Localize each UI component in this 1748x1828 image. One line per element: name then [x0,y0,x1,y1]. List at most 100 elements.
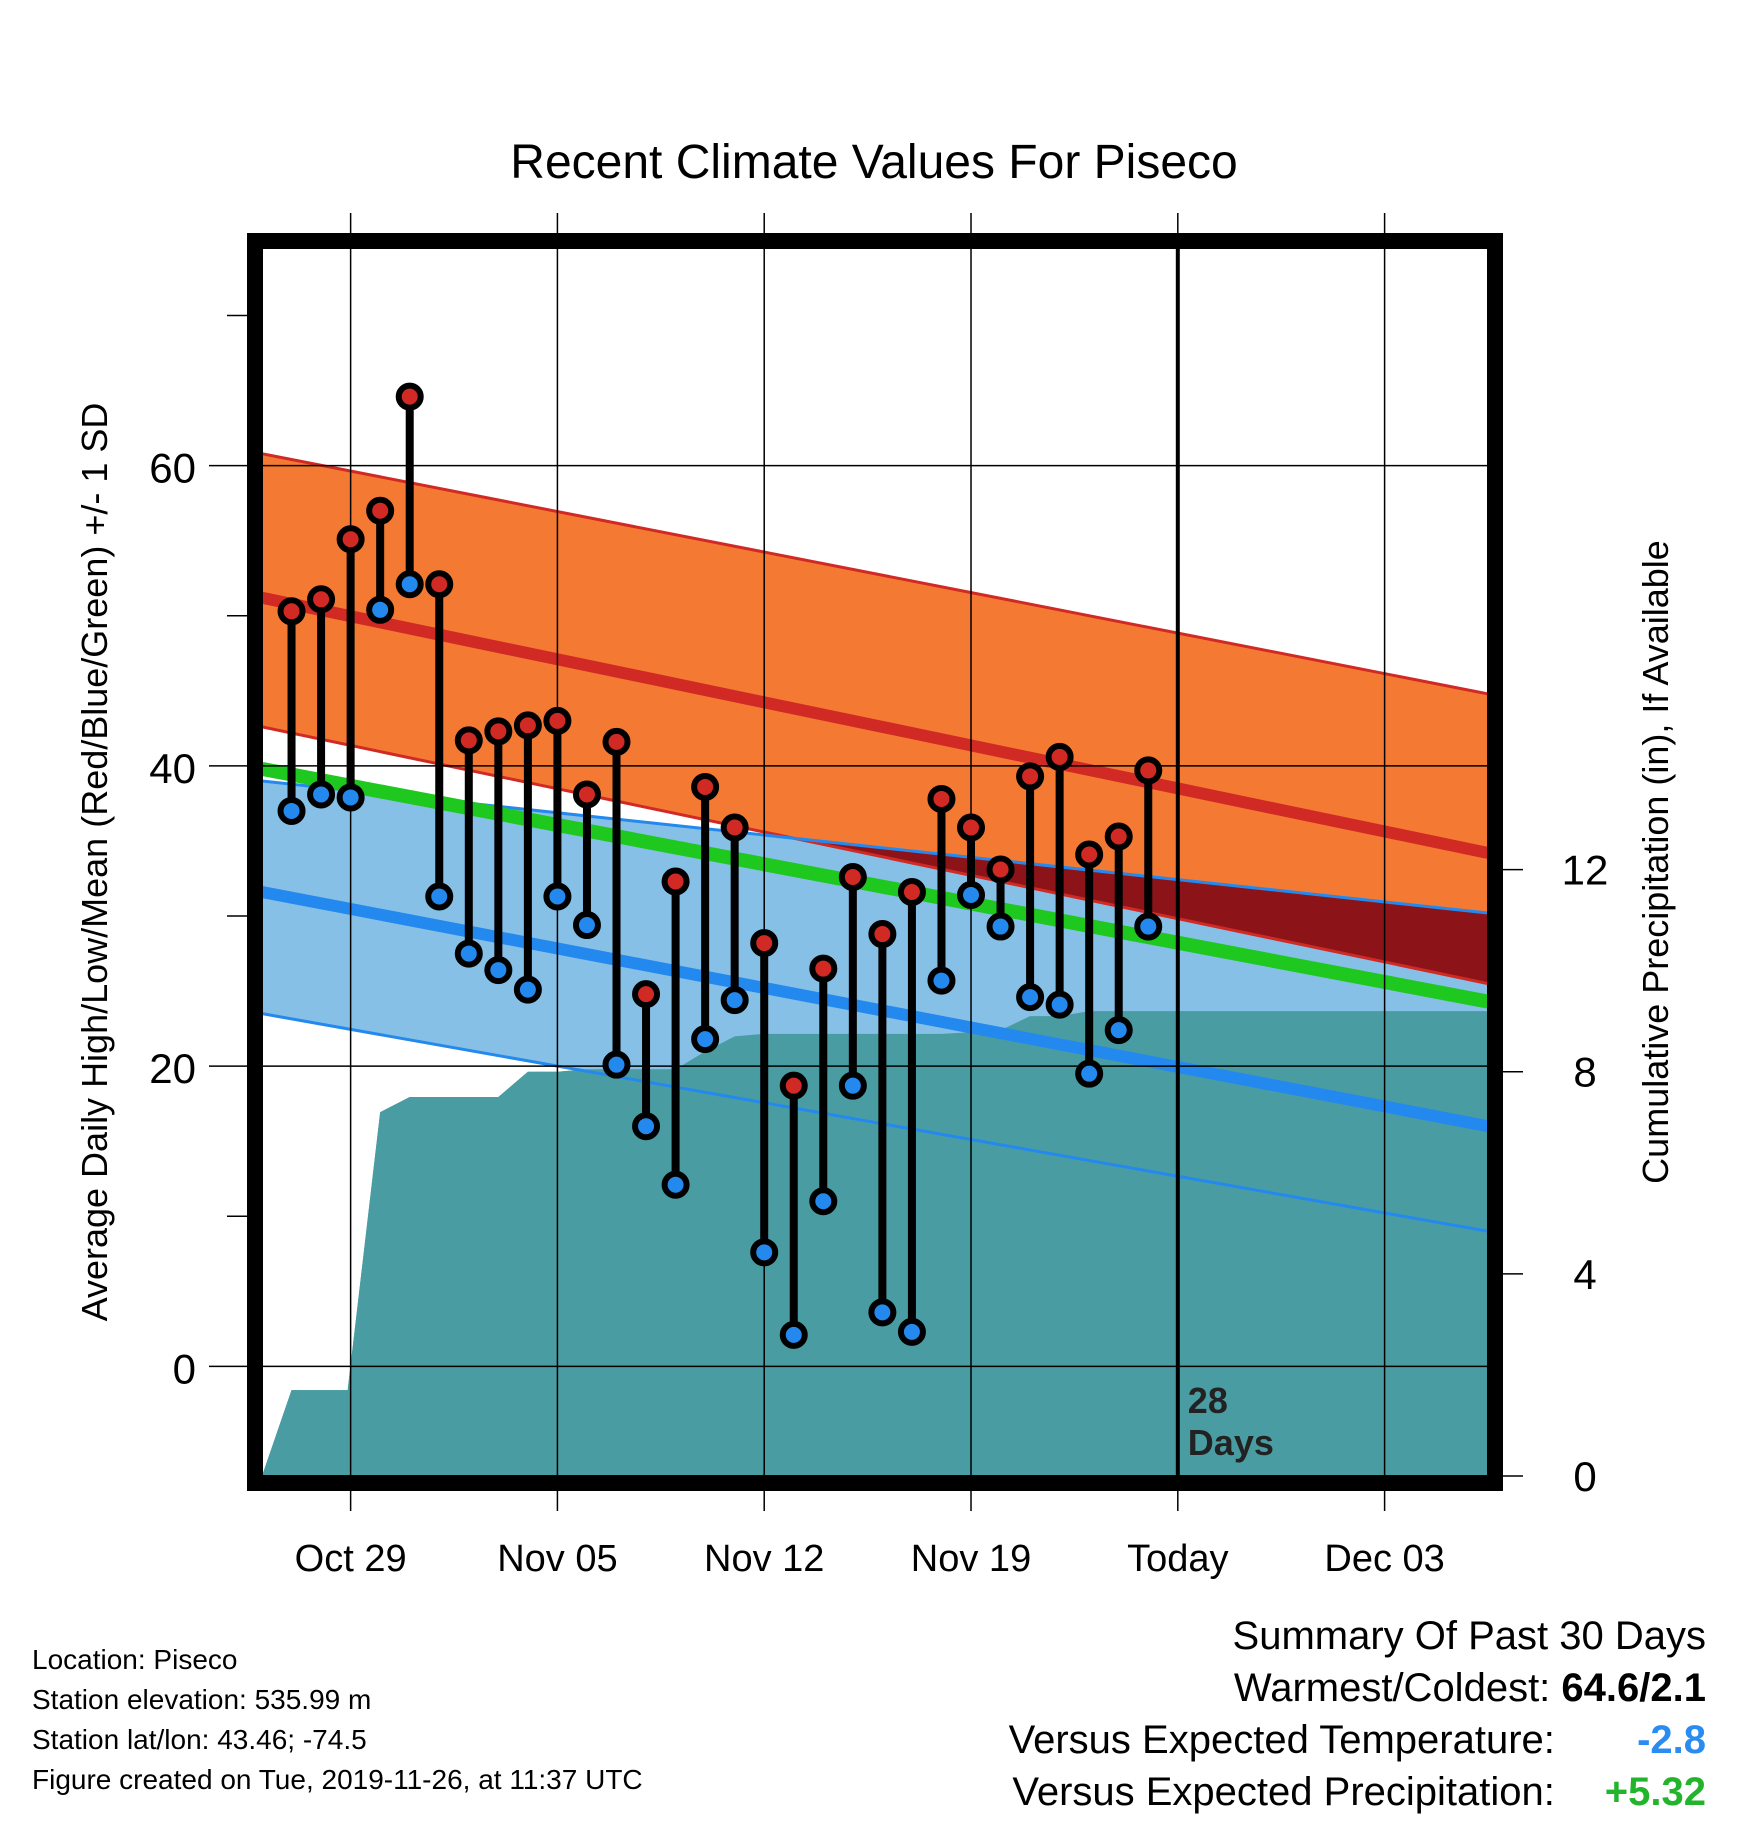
x-axis-label: Day [841,1599,909,1600]
precip-value: +5.32 [1604,1770,1706,1814]
high-point [1104,822,1133,851]
today-days-label: Days [1188,1422,1274,1463]
high-point [779,1071,808,1100]
high-point [1134,756,1163,785]
y2-tick-label: 4 [1573,1251,1596,1298]
high-point [572,780,601,809]
low-point [484,956,513,985]
high-point [986,855,1015,884]
x-tick-label: Today [1127,1538,1228,1580]
low-point [513,975,542,1004]
precip-area-front [262,1011,1488,1476]
x-tick-label: Nov 12 [704,1538,824,1580]
low-point [572,911,601,940]
x-tick-label: Oct 29 [295,1538,407,1580]
today-days-number: 28 [1188,1380,1228,1421]
high-point [868,920,897,949]
plot-frame [247,233,1503,1491]
high-point [484,717,513,746]
y-axis-label: Average Daily High/Low/Mean (Red/Blue/Gr… [74,403,115,1322]
high-point [513,711,542,740]
temp-row: Versus Expected Temperature: -2.8 [1009,1714,1706,1766]
high-point [602,727,631,756]
summary-panel: Summary Of Past 30 Days Warmest/Coldest:… [1009,1610,1706,1818]
high-point [809,954,838,983]
high-point [632,980,661,1009]
summary-heading: Summary Of Past 30 Days [1232,1614,1706,1658]
created-text: Figure created on Tue, 2019-11-26, at 11… [32,1764,643,1795]
low-point [838,1071,867,1100]
climate-chart: 0 20 40 60 0 4 8 12 Oct 29 Nov 05 Nov 12 Nov 19 Toda… [74,213,1676,1600]
low-point [957,881,986,910]
y2-axis-label: Cumulative Precipitation (in), If Availa… [1635,540,1676,1184]
temp-value: -2.8 [1637,1718,1706,1762]
y-tick-label: 20 [149,1045,196,1092]
low-point [336,783,365,812]
x-tick-label: Nov 19 [911,1538,1031,1580]
high-point [927,784,956,813]
high-point [1045,742,1074,771]
low-point [632,1112,661,1141]
low-point [1016,983,1045,1012]
low-point [1104,1016,1133,1045]
low-point [927,966,956,995]
y-tick-label: 40 [149,745,196,792]
x-tick-label: Nov 05 [497,1538,617,1580]
low-point [1045,990,1074,1019]
precip-row: Versus Expected Precipitation: +5.32 [1009,1766,1706,1818]
high-point [661,867,690,896]
high-point [543,706,572,735]
high-point [336,525,365,554]
high-point [454,726,483,755]
high-point [1075,840,1104,869]
x-tick-label: Dec 03 [1324,1538,1444,1580]
location-text: Location: Piseco [32,1644,238,1675]
high-point [1016,762,1045,791]
low-point [277,796,306,825]
y2-tick-label: 0 [1573,1453,1596,1500]
low-point [366,595,395,624]
high-point [957,813,986,842]
high-point [425,570,454,599]
high-point [307,585,336,614]
high-point [750,929,779,958]
high-sd-band [262,453,1488,984]
low-point [779,1320,808,1349]
high-point [720,813,749,842]
temp-label: Versus Expected Temperature: [1008,1718,1555,1762]
low-point [720,986,749,1015]
low-point [602,1050,631,1079]
y2-tick-label: 12 [1562,847,1609,894]
high-normal-line [262,591,1488,859]
low-point [868,1298,897,1327]
high-point [277,597,306,626]
low-point [1134,912,1163,941]
high-point [366,496,395,525]
y-tick-label: 0 [173,1345,196,1392]
low-point [897,1317,926,1346]
y-tick-label: 60 [149,445,196,492]
high-point [691,772,720,801]
low-point [661,1170,690,1199]
low-point [1075,1059,1104,1088]
low-point [425,882,454,911]
low-lower-line [262,1012,1488,1233]
warmest-label: Warmest/Coldest: [1233,1666,1551,1710]
low-point [307,780,336,809]
warmest-row: Warmest/Coldest: 64.6/2.1 [1009,1662,1706,1714]
chart-title: Recent Climate Values For Piseco [510,136,1238,189]
station-info: Location: Piseco Station elevation: 535.… [32,1640,643,1800]
y2-tick-label: 8 [1573,1049,1596,1096]
precip-label: Versus Expected Precipitation: [1012,1770,1555,1814]
latlon-text: Station lat/lon: 43.46; -74.5 [32,1724,367,1755]
low-point [986,912,1015,941]
low-point [691,1025,720,1054]
low-point [395,570,424,599]
high-point [897,878,926,907]
high-point [395,382,424,411]
low-point [809,1187,838,1216]
low-point [543,882,572,911]
warmest-value: 64.6/2.1 [1561,1666,1706,1710]
high-upper-line [262,452,1488,696]
high-point [838,863,867,892]
